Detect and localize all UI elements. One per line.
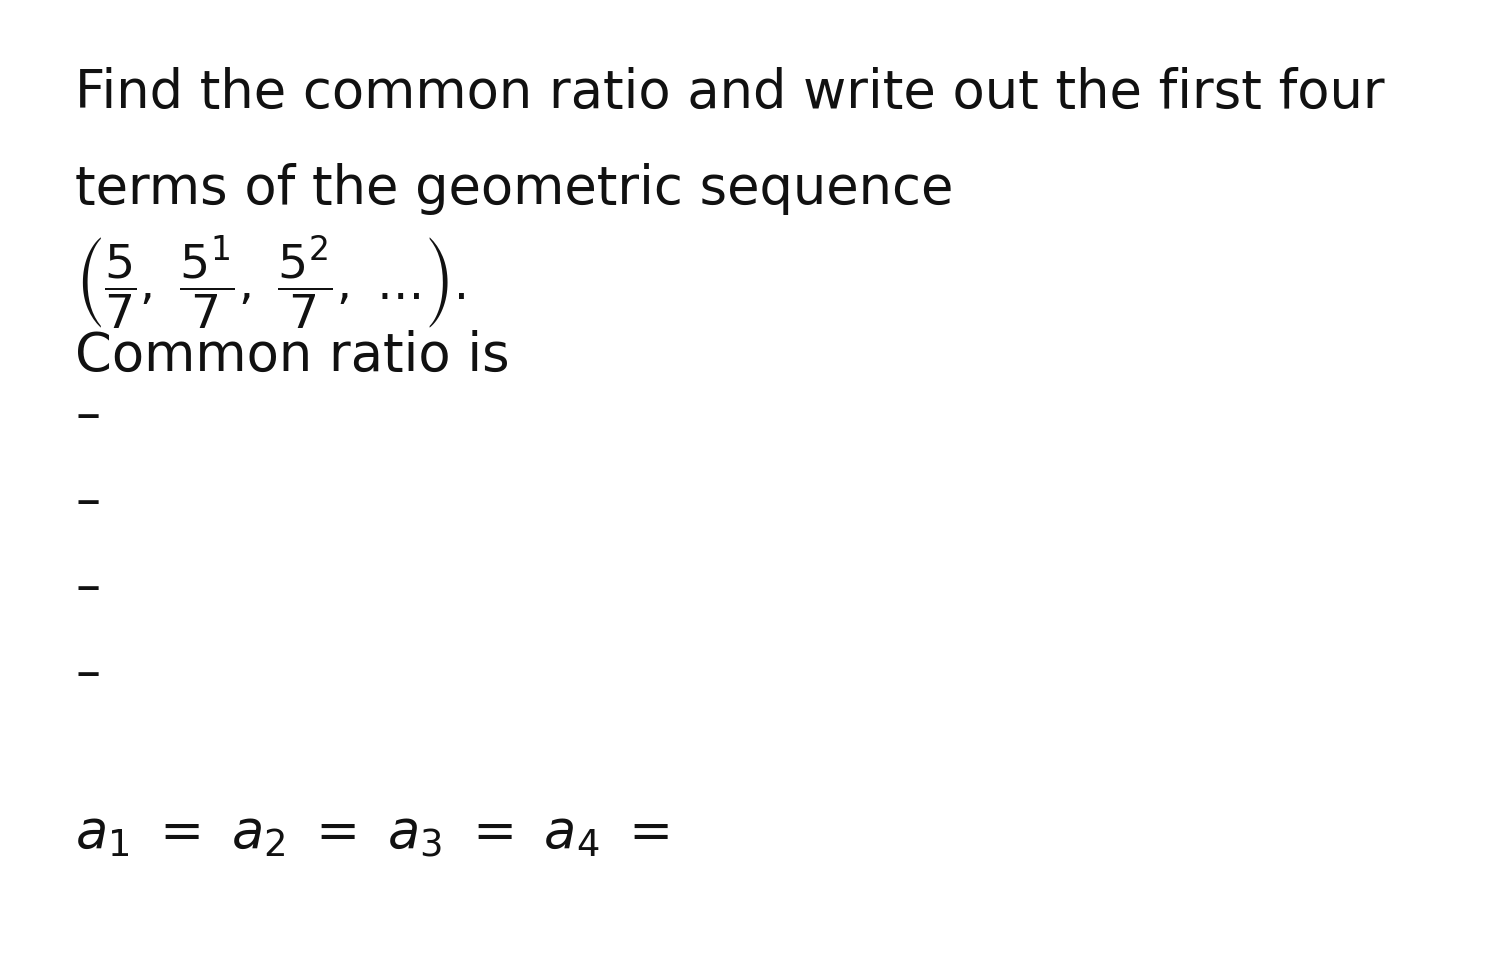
Text: –: – xyxy=(75,392,100,440)
Text: Common ratio is: Common ratio is xyxy=(75,330,510,381)
Text: –: – xyxy=(75,564,100,612)
Text: terms of the geometric sequence: terms of the geometric sequence xyxy=(75,163,954,214)
Text: $a_1\ =\ a_2\ =\ a_3\ =\ a_4\ =$: $a_1\ =\ a_2\ =\ a_3\ =\ a_4\ =$ xyxy=(75,809,669,860)
Text: $\left(\dfrac{5}{7},\ \dfrac{5^{1}}{7},\ \dfrac{5^{2}}{7},\ \ldots\right).$: $\left(\dfrac{5}{7},\ \dfrac{5^{1}}{7},\… xyxy=(75,234,465,331)
Text: Find the common ratio and write out the first four: Find the common ratio and write out the … xyxy=(75,67,1384,119)
Text: –: – xyxy=(75,478,100,526)
Text: –: – xyxy=(75,650,100,698)
